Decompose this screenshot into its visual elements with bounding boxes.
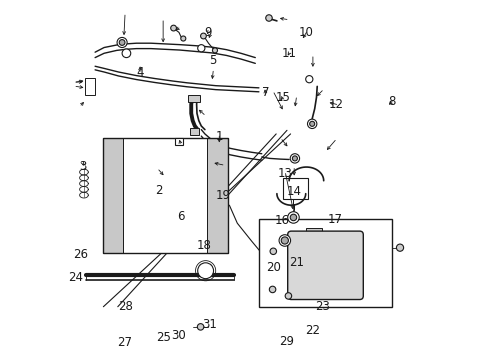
Text: 17: 17	[327, 213, 342, 226]
Text: 13: 13	[278, 167, 292, 180]
Circle shape	[119, 40, 125, 45]
Circle shape	[305, 76, 312, 83]
Text: 4: 4	[136, 66, 143, 79]
Text: 2: 2	[155, 184, 162, 197]
Text: 1: 1	[215, 130, 223, 143]
Text: 3: 3	[80, 160, 87, 173]
Circle shape	[197, 324, 203, 330]
Text: 22: 22	[305, 324, 320, 337]
Text: 8: 8	[387, 95, 395, 108]
Bar	[103, 138, 228, 253]
Circle shape	[279, 235, 290, 246]
Text: 6: 6	[176, 210, 184, 223]
Text: 21: 21	[288, 256, 303, 269]
Text: 19: 19	[215, 189, 230, 202]
Circle shape	[289, 154, 299, 163]
Text: 27: 27	[117, 336, 132, 349]
Bar	[123, 138, 207, 253]
Circle shape	[265, 15, 272, 21]
Text: 30: 30	[171, 329, 186, 342]
Circle shape	[197, 45, 204, 52]
Circle shape	[170, 25, 176, 31]
Text: 5: 5	[209, 54, 216, 67]
Bar	[103, 138, 123, 253]
Bar	[305, 228, 321, 235]
Circle shape	[281, 237, 288, 244]
Text: 31: 31	[202, 318, 217, 331]
Text: 14: 14	[286, 185, 301, 198]
Bar	[207, 138, 228, 253]
Circle shape	[212, 48, 217, 53]
Text: 10: 10	[298, 26, 313, 39]
Text: 28: 28	[118, 300, 133, 313]
Circle shape	[289, 214, 296, 221]
Bar	[283, 178, 307, 199]
Circle shape	[269, 248, 276, 255]
Bar	[175, 138, 183, 145]
Text: 16: 16	[274, 214, 289, 227]
Text: 23: 23	[314, 300, 329, 313]
Circle shape	[307, 119, 316, 129]
Bar	[188, 95, 200, 102]
Text: 25: 25	[155, 331, 170, 344]
Circle shape	[269, 286, 275, 293]
Circle shape	[122, 49, 130, 58]
Text: 12: 12	[328, 98, 344, 111]
Circle shape	[117, 37, 127, 48]
Circle shape	[292, 156, 297, 161]
Text: 26: 26	[73, 248, 88, 261]
Circle shape	[309, 121, 314, 126]
Circle shape	[285, 293, 291, 299]
Text: 24: 24	[68, 271, 83, 284]
Circle shape	[287, 212, 299, 223]
Text: 18: 18	[196, 239, 211, 252]
Bar	[85, 78, 95, 95]
Text: 29: 29	[279, 335, 294, 348]
Text: 7: 7	[261, 86, 268, 99]
Bar	[190, 128, 199, 135]
Bar	[258, 219, 391, 307]
Text: 9: 9	[203, 26, 211, 39]
Text: 11: 11	[281, 47, 296, 60]
Circle shape	[197, 263, 213, 279]
Text: 20: 20	[266, 261, 281, 274]
Circle shape	[200, 33, 206, 39]
Circle shape	[396, 244, 403, 251]
FancyBboxPatch shape	[287, 231, 363, 300]
Circle shape	[181, 36, 185, 41]
Text: 15: 15	[275, 91, 289, 104]
